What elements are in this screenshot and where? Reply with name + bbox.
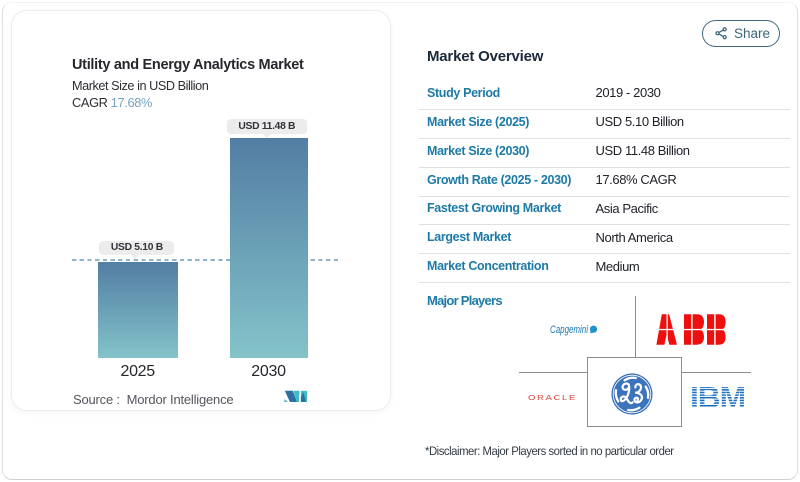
svg-text:IBM: IBM bbox=[691, 386, 745, 408]
svg-text:Capgemini: Capgemini bbox=[550, 324, 588, 336]
svg-text:ORACLE: ORACLE bbox=[528, 395, 577, 402]
